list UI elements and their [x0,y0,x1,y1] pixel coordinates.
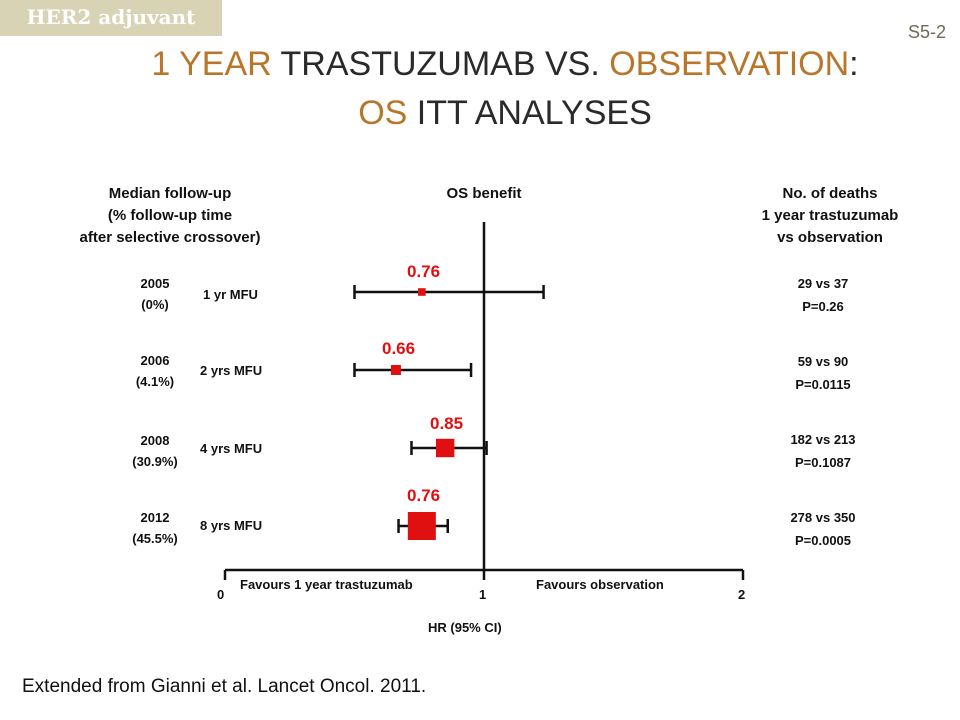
header-right-line: vs observation [777,229,883,246]
row-deaths: 278 vs 350 P=0.0005 [743,506,903,552]
header-left-line: Median follow-up [108,185,232,202]
header-left-line: (% follow-up time [107,207,233,224]
row-year: 2008 (30.9%) [115,430,195,472]
row-deaths-count: 59 vs 90 [797,354,849,369]
row-year-value: 2012 [140,510,170,525]
row-deaths: 182 vs 213 P=0.1087 [743,428,903,474]
hr-point [407,512,436,540]
row-deaths: 59 vs 90 P=0.0115 [743,350,903,396]
row-hr-label: 0.66 [382,339,416,358]
row-mfu-label: 8 yrs MFU [200,518,263,533]
title-highlight-os: OS [358,94,408,132]
row-deaths: 29 vs 37 P=0.26 [743,272,903,318]
title-colon: : [849,45,859,83]
title-text-trastuzumab: TRASTUZUMAB VS. [271,45,610,83]
row-mfu-label: 4 yrs MFU [200,441,263,456]
axis-tick-label: 0 [217,587,225,602]
row-year: 2012 (45.5%) [115,507,195,549]
title-highlight-observation: OBSERVATION [609,45,850,83]
row-followup-pct: (0%) [141,297,169,312]
favours-trastuzumab-label: Favours 1 year trastuzumab [240,577,413,592]
slide-number: S5-2 [907,22,946,42]
row-year: 2006 (4.1%) [115,350,195,392]
axis-tick-label: 1 [479,587,487,602]
header-median-follow-up: Median follow-up (% follow-up time after… [20,183,320,249]
row-followup-pct: (4.1%) [135,374,175,389]
row-hr-label: 0.76 [407,262,441,281]
row-mfu-label: 1 yr MFU [203,287,258,302]
row-hr-label: 0.76 [407,486,441,505]
row-followup-pct: (45.5%) [132,531,178,546]
row-p-value: P=0.0005 [794,533,852,548]
hr-point [390,365,401,375]
source-citation: Extended from Gianni et al. Lancet Oncol… [22,676,427,697]
header-right-line: No. of deaths [782,185,878,202]
row-deaths-count: 182 vs 213 [790,432,856,447]
hr-point [435,438,455,458]
row-deaths-count: 29 vs 37 [797,276,849,291]
header-no-of-deaths: No. of deaths 1 year trastuzumab vs obse… [700,183,960,249]
row-year-value: 2006 [140,353,170,368]
row-p-value: P=0.26 [802,299,844,314]
header-os-benefit: OS benefit [446,185,522,202]
axis-tick-label: 2 [738,587,746,602]
title-text-itt: ITT ANALYSES [407,94,652,132]
row-followup-pct: (30.9%) [132,454,178,469]
x-axis-title: HR (95% CI) [428,620,502,635]
row-deaths-count: 278 vs 350 [790,510,856,525]
row-year-value: 2008 [140,433,170,448]
row-hr-label: 0.85 [430,414,464,433]
slide-title-line2: OS ITT ANALYSES [0,94,960,133]
slide-title-line1: 1 YEAR TRASTUZUMAB VS. OBSERVATION: [0,45,960,84]
hr-point [418,288,426,296]
favours-observation-label: Favours observation [536,577,664,592]
row-year-value: 2005 [140,276,170,291]
section-tag: HER2 adjuvant [0,0,222,36]
header-left-line: after selective crossover) [79,229,261,246]
title-highlight-1year: 1 YEAR [151,45,272,83]
row-year: 2005 (0%) [115,273,195,315]
row-p-value: P=0.0115 [795,377,851,392]
header-right-line: 1 year trastuzumab [761,207,899,224]
row-mfu-label: 2 yrs MFU [200,363,263,378]
row-p-value: P=0.1087 [794,455,852,470]
